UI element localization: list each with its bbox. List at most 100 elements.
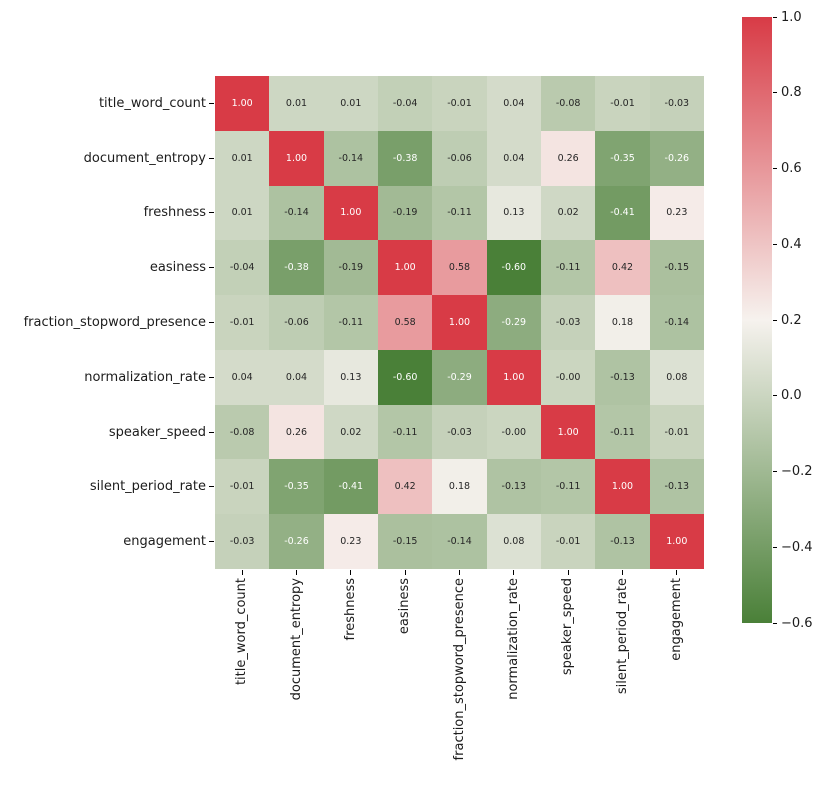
heatmap-cell: 0.04 bbox=[486, 76, 541, 131]
heatmap-cell: -0.04 bbox=[377, 76, 433, 131]
cell-annotation: -0.38 bbox=[392, 152, 418, 164]
cell-annotation: 0.01 bbox=[340, 97, 362, 109]
heatmap-cell: -0.15 bbox=[649, 240, 704, 296]
cell-annotation: -0.11 bbox=[338, 316, 364, 328]
y-axis-tick bbox=[209, 376, 214, 378]
cell-annotation: 0.02 bbox=[557, 207, 579, 219]
heatmap-cell: 0.04 bbox=[269, 349, 324, 405]
cell-annotation: 0.18 bbox=[448, 481, 471, 493]
colorbar-tick-label: 0.2 bbox=[781, 312, 802, 328]
cell-annotation: 0.58 bbox=[394, 316, 416, 328]
colorbar-tick-label: 0.8 bbox=[781, 85, 802, 101]
y-axis-tick bbox=[209, 157, 214, 159]
colorbar-tick bbox=[773, 92, 777, 94]
x-tick-label: title_word_count bbox=[234, 578, 250, 686]
heatmap-cell: -0.11 bbox=[595, 404, 650, 460]
heatmap-cell: 0.26 bbox=[540, 130, 596, 186]
cell-annotation: -0.03 bbox=[447, 426, 472, 438]
heatmap-cell: -0.35 bbox=[595, 130, 650, 186]
heatmap-cell: 1.00 bbox=[269, 130, 324, 186]
heatmap-cell: 0.23 bbox=[649, 185, 704, 241]
heatmap-cell: -0.26 bbox=[649, 130, 704, 186]
heatmap-cell: -0.41 bbox=[595, 185, 650, 241]
cell-annotation: 0.04 bbox=[285, 371, 308, 383]
colorbar-tick-label: 0.0 bbox=[781, 388, 802, 404]
cell-annotation: 0.01 bbox=[285, 97, 308, 109]
heatmap-cell: -0.11 bbox=[432, 185, 487, 241]
cell-annotation: 0.01 bbox=[231, 207, 253, 219]
x-axis-tick bbox=[350, 570, 352, 575]
heatmap-cell: 1.00 bbox=[432, 295, 487, 350]
heatmap-cell: -0.14 bbox=[323, 130, 378, 186]
x-axis-tick bbox=[459, 570, 460, 575]
x-tick-label: engagement bbox=[668, 578, 684, 661]
heatmap-cell: -0.11 bbox=[377, 404, 433, 460]
heatmap-cell: 0.58 bbox=[432, 240, 487, 296]
x-axis-tick bbox=[404, 570, 406, 575]
cell-annotation: 0.08 bbox=[503, 536, 525, 548]
cell-annotation: -0.00 bbox=[501, 426, 527, 438]
y-tick-label: normalization_rate bbox=[84, 369, 206, 385]
cell-annotation: 0.23 bbox=[666, 207, 688, 219]
cell-annotation: -0.13 bbox=[610, 371, 635, 383]
x-tick-label: fraction_stopword_presence bbox=[451, 578, 467, 761]
cell-annotation: 0.58 bbox=[448, 262, 471, 274]
heatmap-cell: -0.11 bbox=[540, 459, 596, 515]
heatmap-cell: 0.18 bbox=[432, 459, 487, 515]
cell-annotation: -0.26 bbox=[664, 152, 690, 164]
cell-annotation: -0.04 bbox=[229, 262, 255, 274]
heatmap-cell: -0.19 bbox=[377, 185, 433, 241]
cell-annotation: 0.26 bbox=[285, 426, 308, 438]
cell-annotation: 1.00 bbox=[503, 371, 525, 383]
cell-annotation: -0.08 bbox=[229, 426, 255, 438]
y-axis-tick bbox=[209, 431, 214, 433]
heatmap-cell: 0.04 bbox=[486, 130, 541, 186]
heatmap-cell: -0.13 bbox=[649, 459, 704, 515]
heatmap-cell: -0.06 bbox=[269, 295, 324, 350]
heatmap-cell: 0.01 bbox=[269, 76, 324, 131]
heatmap-cell: 0.08 bbox=[486, 514, 541, 569]
heatmap-cell: -0.01 bbox=[595, 76, 650, 131]
heatmap-cell: -0.29 bbox=[486, 295, 541, 350]
y-axis-tick bbox=[209, 267, 214, 269]
cell-annotation: 0.42 bbox=[611, 262, 634, 274]
cell-annotation: -0.35 bbox=[610, 152, 635, 164]
cell-annotation: -0.41 bbox=[610, 207, 635, 219]
heatmap-cell: -0.19 bbox=[323, 240, 378, 296]
cell-annotation: -0.01 bbox=[610, 97, 635, 109]
heatmap-cell: 0.58 bbox=[377, 295, 433, 350]
heatmap-cell: 0.23 bbox=[323, 514, 378, 569]
cell-annotation: 1.00 bbox=[285, 152, 308, 164]
heatmap-cell: -0.15 bbox=[377, 514, 433, 569]
colorbar-tick bbox=[773, 395, 777, 397]
heatmap-cell: -0.14 bbox=[269, 185, 324, 241]
x-axis-tick bbox=[567, 570, 569, 575]
y-axis-tick bbox=[209, 102, 214, 104]
heatmap-plot: 1.00 0.01 0.01 -0.04 -0.01 0.04 -0.08 -0.01 -0.0… bbox=[215, 76, 704, 569]
heatmap-cell: -0.13 bbox=[595, 514, 650, 569]
cell-annotation: -0.14 bbox=[338, 152, 364, 164]
heatmap-cell: -0.60 bbox=[486, 240, 541, 296]
cell-annotation: 0.01 bbox=[231, 152, 253, 164]
colorbar-tick bbox=[773, 471, 777, 472]
heatmap-cell: 0.18 bbox=[595, 295, 650, 350]
heatmap-cell: 0.42 bbox=[377, 459, 433, 515]
heatmap-cell: -0.11 bbox=[323, 295, 378, 350]
cell-annotation: -0.29 bbox=[447, 371, 472, 383]
y-axis-tick bbox=[209, 322, 214, 323]
cell-annotation: -0.19 bbox=[338, 262, 364, 274]
cell-annotation: -0.14 bbox=[447, 536, 472, 548]
heatmap-cell: -0.00 bbox=[486, 404, 541, 460]
cell-annotation: 0.18 bbox=[611, 316, 634, 328]
cell-annotation: -0.14 bbox=[284, 207, 309, 219]
y-tick-label: title_word_count bbox=[98, 95, 206, 111]
heatmap-cell: 0.13 bbox=[486, 185, 541, 241]
heatmap-cell: -0.08 bbox=[540, 76, 596, 131]
cell-annotation: -0.15 bbox=[664, 262, 690, 274]
cell-annotation: -0.01 bbox=[229, 316, 255, 328]
cell-annotation: 0.26 bbox=[557, 152, 579, 164]
heatmap-cell: -0.03 bbox=[432, 404, 487, 460]
heatmap-cell: -0.26 bbox=[269, 514, 324, 569]
heatmap-cell: 0.01 bbox=[323, 76, 378, 131]
colorbar-tick bbox=[773, 546, 777, 548]
